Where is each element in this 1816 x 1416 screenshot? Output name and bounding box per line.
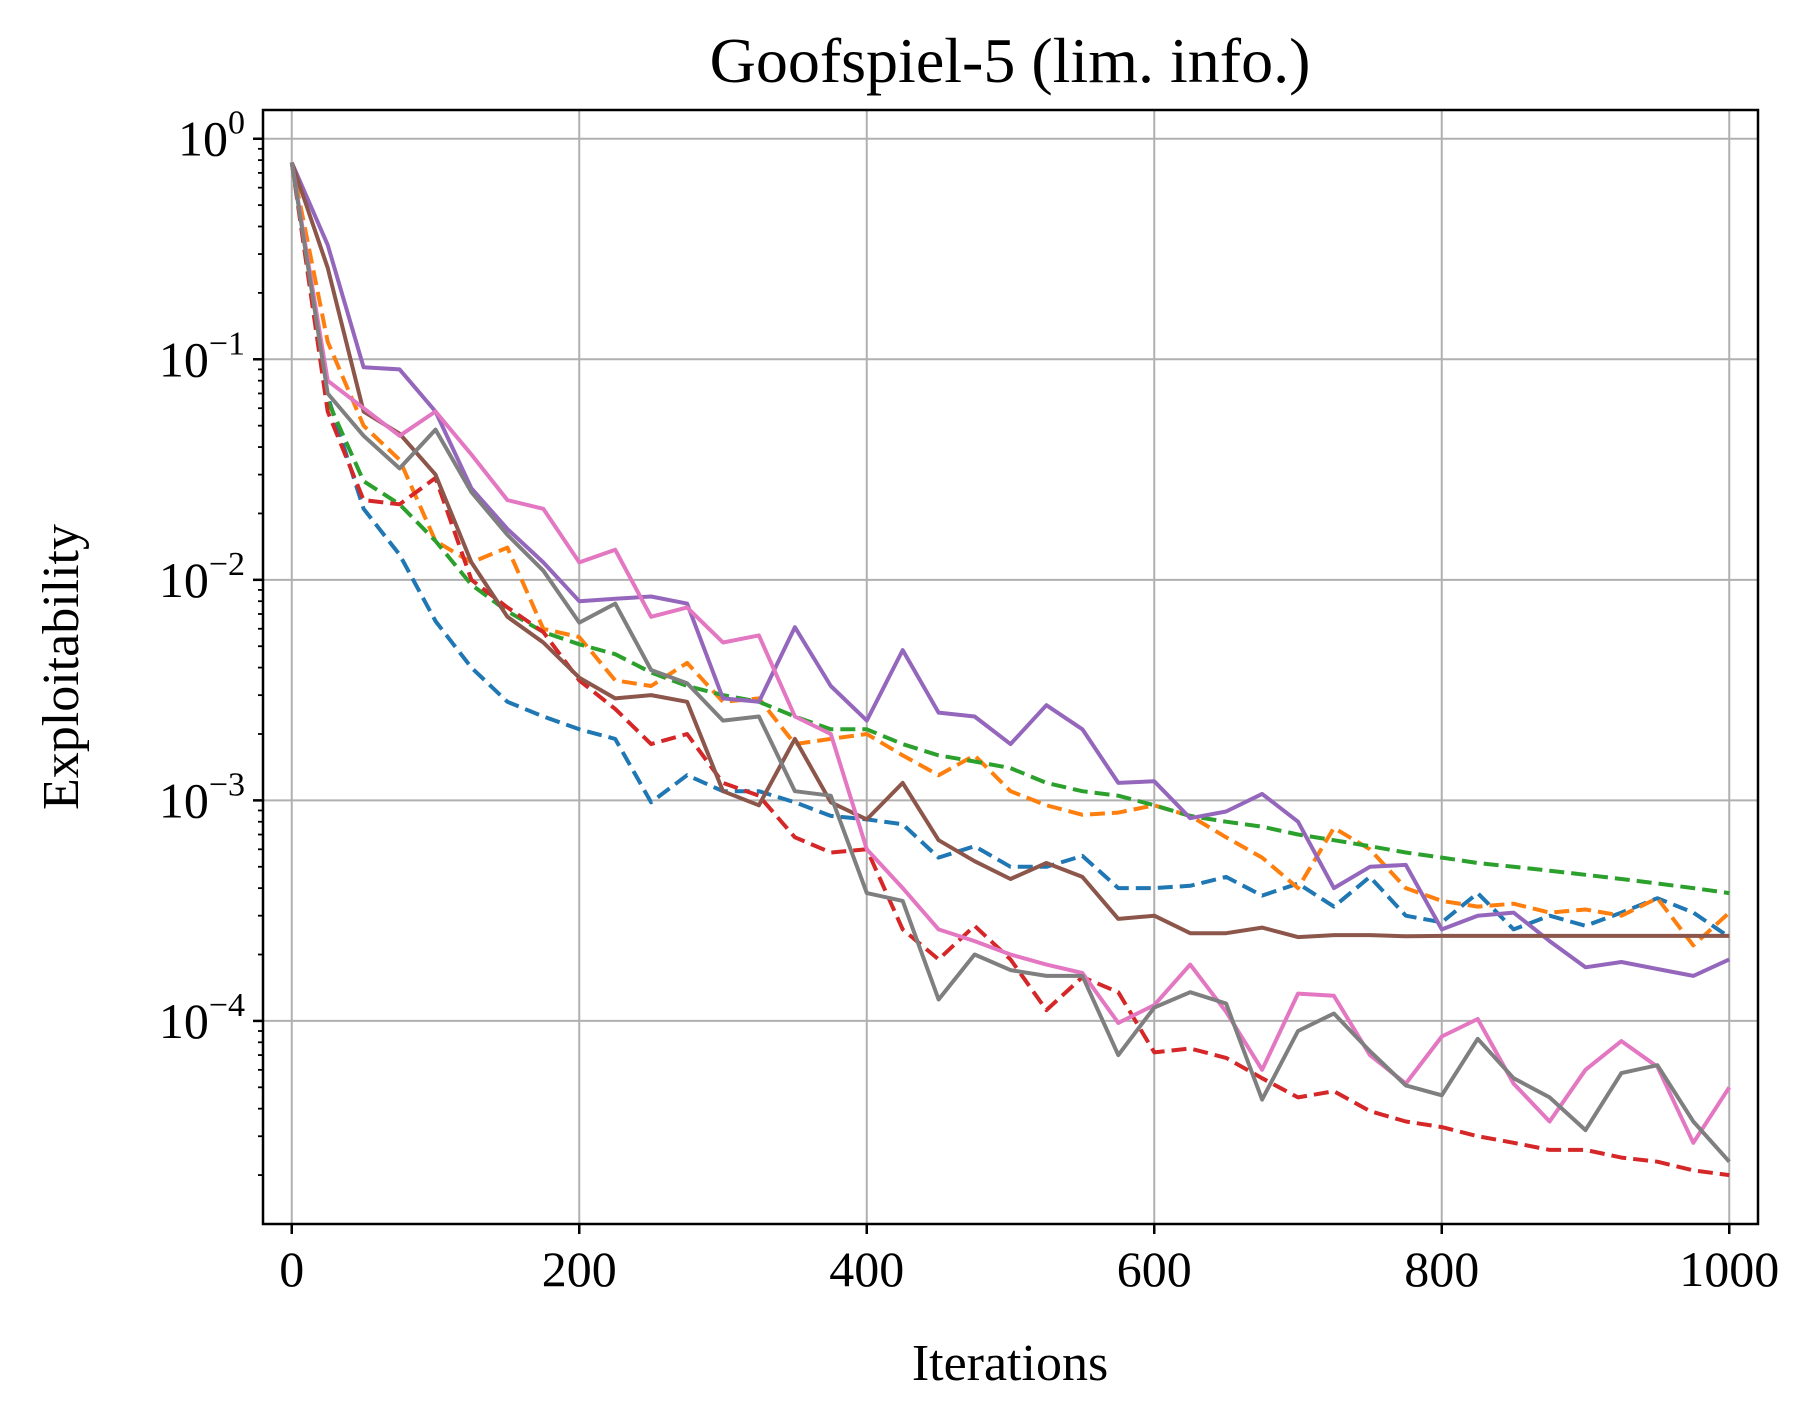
- grid: [263, 110, 1758, 1224]
- x-tick-label: 200: [542, 1241, 617, 1297]
- y-tick-base: 10: [159, 772, 209, 828]
- series-line-series-3: [289, 162, 1730, 896]
- y-tick-base: 10: [159, 993, 209, 1049]
- y-tick-exponent: −2: [209, 546, 245, 583]
- y-tick-label: 100: [178, 105, 245, 167]
- x-tick-label: 800: [1404, 1241, 1479, 1297]
- y-tick-label: 10−3: [159, 766, 245, 828]
- series-line-series-6: [289, 161, 1730, 940]
- x-tick-label: 1000: [1679, 1241, 1779, 1297]
- y-tick-base: 10: [178, 111, 228, 167]
- y-tick-label: 10−4: [159, 987, 245, 1049]
- y-tick-base: 10: [159, 331, 209, 387]
- y-tick-label: 10−1: [159, 325, 245, 387]
- y-tick-label: 10−2: [159, 546, 245, 608]
- series-line-series-2: [289, 162, 1731, 948]
- x-tick-label: 0: [279, 1241, 304, 1297]
- series-line-series-5: [289, 161, 1731, 978]
- y-tick-exponent: −1: [209, 325, 245, 362]
- x-axis-label: Iterations: [912, 1335, 1108, 1392]
- chart-title: Goofspiel-5 (lim. info.): [710, 25, 1311, 96]
- series-layer: [289, 161, 1731, 1178]
- y-axis-label: Exploitability: [33, 524, 90, 810]
- x-tick-label: 400: [829, 1241, 904, 1297]
- y-tick-exponent: −3: [209, 766, 245, 803]
- y-tick-base: 10: [159, 552, 209, 608]
- series-line-series-7: [289, 162, 1731, 1145]
- series-line-series-8: [289, 162, 1731, 1164]
- y-tick-exponent: −4: [209, 987, 245, 1024]
- x-tick-label: 600: [1117, 1241, 1192, 1297]
- series-line-series-4: [289, 162, 1730, 1178]
- series-line-series-1: [289, 162, 1731, 939]
- y-tick-exponent: 0: [228, 105, 245, 142]
